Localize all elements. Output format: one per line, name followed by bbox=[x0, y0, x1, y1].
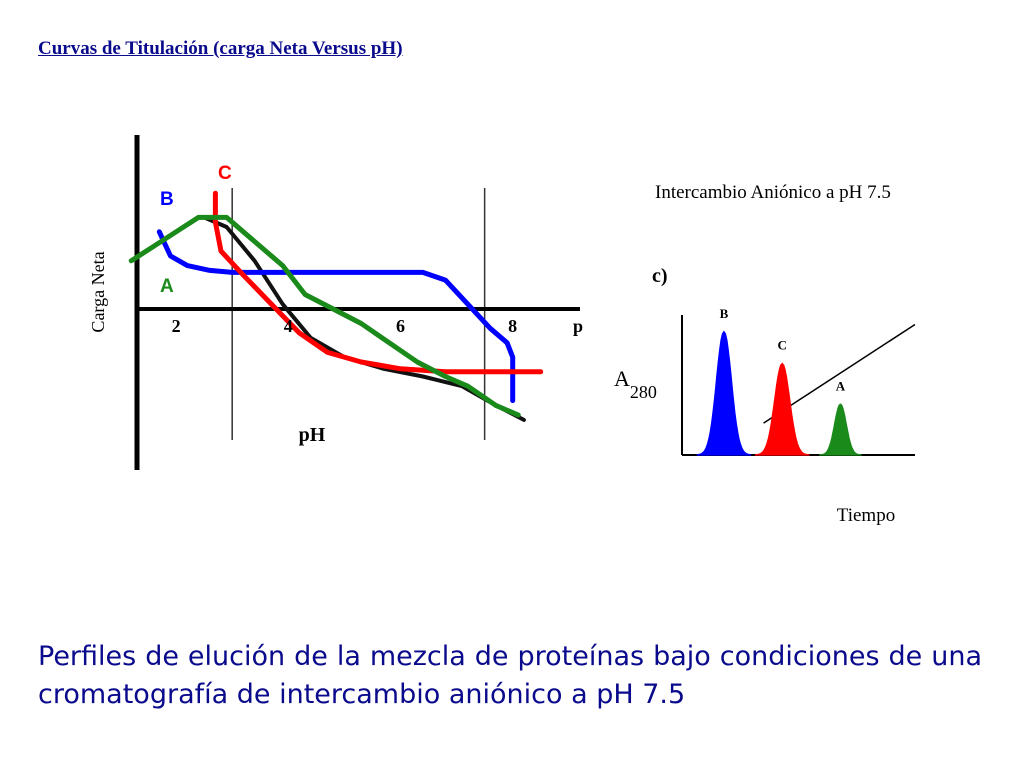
chromatogram-peaks bbox=[696, 330, 862, 456]
slide-caption: Perfiles de elución de la mezcla de prot… bbox=[38, 641, 982, 710]
chromatogram-panel-label: c) bbox=[652, 265, 668, 287]
chromatogram-peak-labels: B C A bbox=[720, 306, 846, 394]
series-label-c: C bbox=[218, 163, 232, 184]
titration-series-a bbox=[128, 214, 521, 418]
titration-axes bbox=[134, 135, 580, 470]
series-label-b: B bbox=[160, 189, 174, 210]
titration-x-tick-4: 4 bbox=[284, 316, 293, 336]
series-label-a: A bbox=[160, 276, 174, 297]
chromatogram-chart: Intercambio Aniónico a pH 7.5 c) A280 Ti… bbox=[614, 182, 916, 526]
titration-x-axis-end-label: p bbox=[573, 316, 583, 336]
titration-x-tick-6: 6 bbox=[396, 316, 405, 336]
titration-series bbox=[128, 190, 544, 422]
titration-y-axis-label: Carga Neta bbox=[88, 251, 108, 332]
chromatogram-peak-a bbox=[819, 403, 862, 456]
titration-gridlines bbox=[231, 188, 486, 440]
chromatogram-x-axis-label: Tiempo bbox=[837, 505, 895, 526]
titration-x-axis-label: pH bbox=[299, 424, 326, 446]
chromatogram-y-axis-letter: A bbox=[614, 366, 630, 391]
slide-title: Curvas de Titulación (carga Neta Versus … bbox=[38, 38, 403, 59]
titration-x-tick-2: 2 bbox=[172, 316, 181, 336]
titration-series-c bbox=[212, 190, 544, 375]
charts-canvas: 2 4 6 8 Carga Neta pH p C B A Intercambio A… bbox=[88, 135, 916, 526]
chromatogram-peak-c bbox=[754, 362, 810, 456]
titration-chart: 2 4 6 8 Carga Neta pH p C B A bbox=[88, 135, 583, 470]
chromatogram-peak-b bbox=[696, 330, 752, 456]
chromatogram-peak-label-b: B bbox=[720, 306, 729, 321]
chromatogram-y-axis-label: A280 bbox=[614, 366, 657, 402]
chromatogram-y-axis-subscript: 280 bbox=[630, 382, 657, 402]
chromatogram-title: Intercambio Aniónico a pH 7.5 bbox=[655, 182, 891, 203]
chromatogram-peak-label-c: C bbox=[777, 338, 786, 353]
titration-series-b bbox=[156, 229, 516, 404]
chromatogram-peak-label-a: A bbox=[836, 378, 846, 393]
titration-tick-labels: 2 4 6 8 bbox=[172, 316, 518, 336]
titration-x-tick-8: 8 bbox=[508, 316, 517, 336]
